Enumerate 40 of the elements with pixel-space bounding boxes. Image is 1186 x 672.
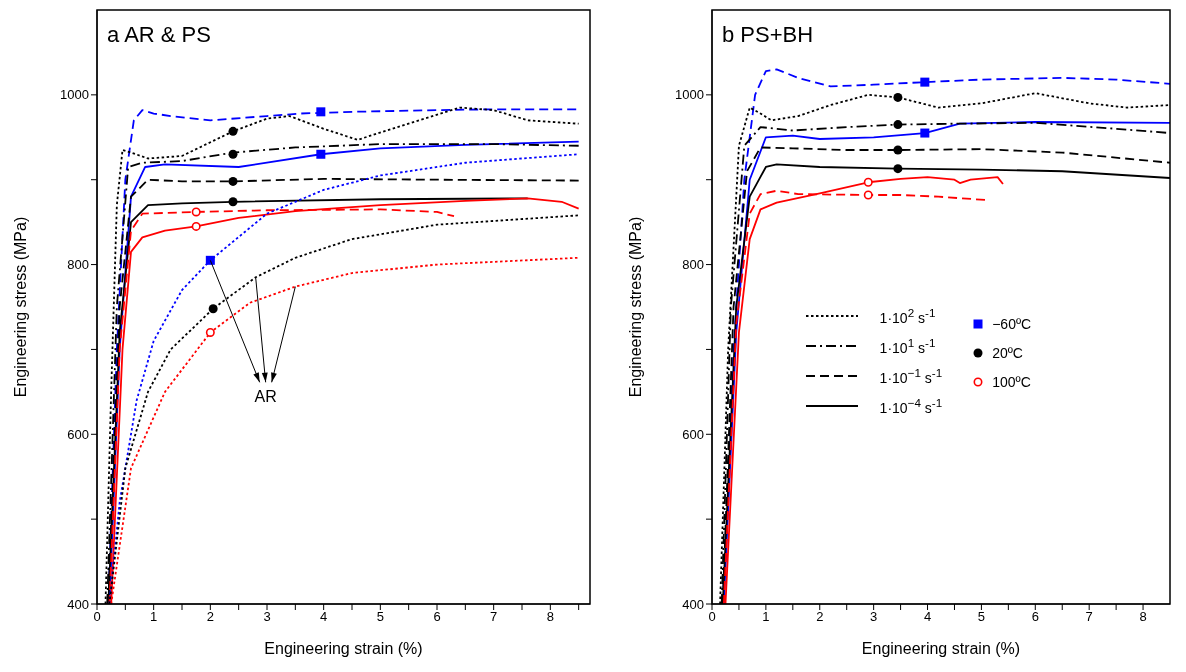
x-tick-label: 1 <box>150 609 158 625</box>
annotation: AR <box>254 388 277 406</box>
x-tick-label: 5 <box>376 609 384 625</box>
x-axis-title: Engineering strain (%) <box>861 640 1021 657</box>
x-tick-label: 0 <box>93 609 101 625</box>
x-tick-label: 8 <box>1139 609 1147 625</box>
x-tick-label: 6 <box>1031 609 1039 625</box>
x-tick-label: 3 <box>263 609 271 625</box>
x-tick-label: 2 <box>206 609 214 625</box>
y-tick-label: 400 <box>67 596 89 612</box>
legend-label: −60ºC <box>992 315 1032 332</box>
x-tick-label: 7 <box>490 609 498 625</box>
y-axis-title: Engineering stress (MPa) <box>11 216 29 398</box>
x-tick-label: 5 <box>977 609 986 625</box>
legend-label: 1·10$^{1}$ s$^{-1}$ <box>879 336 936 356</box>
x-tick-label: 6 <box>433 609 441 625</box>
y-axis-title: Engineering stress (MPa) <box>626 216 644 398</box>
y-tick-label: 400 <box>682 596 704 612</box>
y-tick-label: 600 <box>67 426 89 442</box>
x-tick-label: 8 <box>546 609 554 625</box>
y-tick-label: 1000 <box>60 87 89 103</box>
x-axis-title: Engineering strain (%) <box>264 640 423 657</box>
legend-label: 1·10$^{−4}$ s$^{-1}$ <box>879 396 943 416</box>
text: b PS+BH <box>722 22 814 47</box>
y-tick-label: 800 <box>682 257 704 273</box>
x-tick-label: 0 <box>708 609 716 625</box>
y-tick-label: 800 <box>67 257 89 273</box>
x-tick-label: 2 <box>816 609 824 625</box>
x-tick-label: 1 <box>762 609 770 625</box>
legend-label: 1·10$^{2}$ s$^{-1}$ <box>879 306 936 326</box>
x-tick-label: 3 <box>870 609 878 625</box>
x-tick-label: 4 <box>923 609 932 625</box>
legend-label: 1·10$^{−1}$ s$^{-1}$ <box>879 366 943 386</box>
text: a AR & PS <box>107 22 211 47</box>
x-tick-label: 7 <box>1085 609 1093 625</box>
x-tick-label: 4 <box>320 609 328 625</box>
legend-label: 100ºC <box>992 373 1031 390</box>
legend-label: 20ºC <box>992 344 1023 361</box>
y-tick-label: 1000 <box>675 87 704 103</box>
y-tick-label: 600 <box>682 426 704 442</box>
